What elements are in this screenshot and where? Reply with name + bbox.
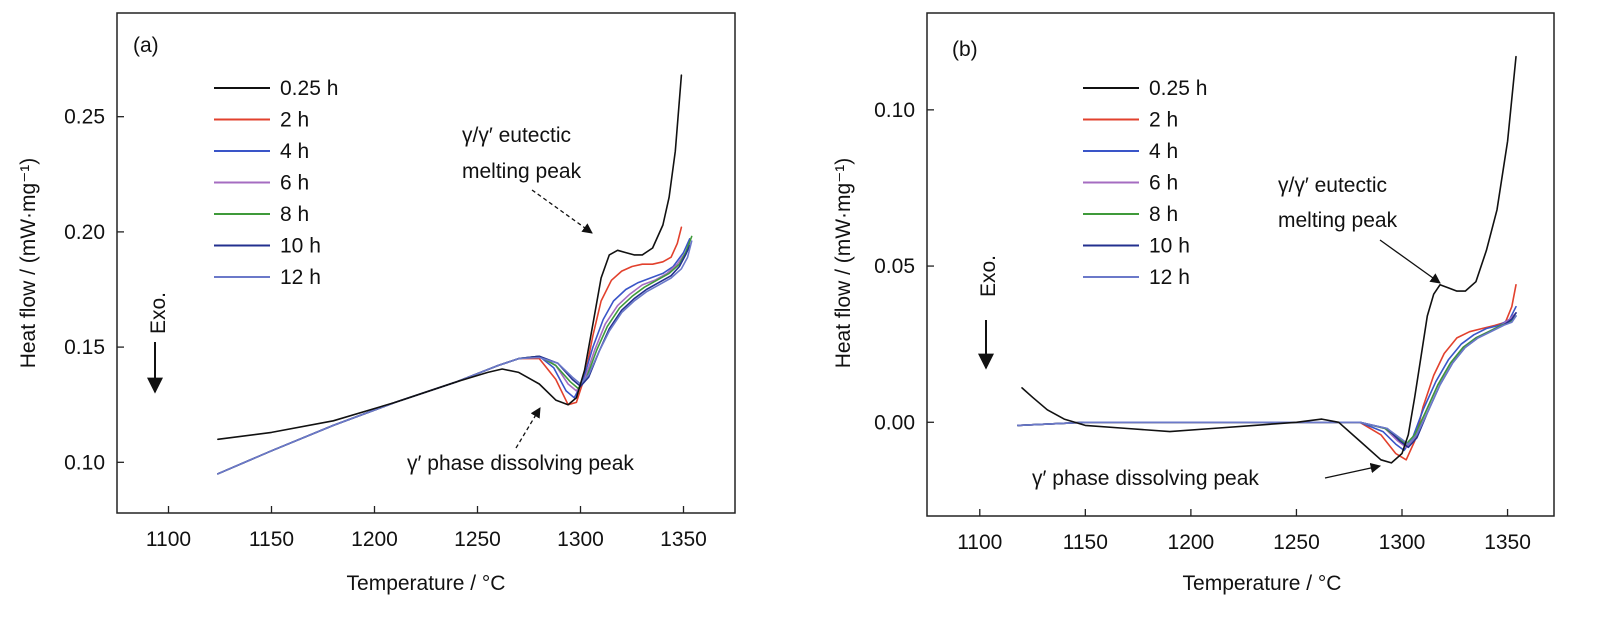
y-axis-title: Heat flow / (mW·mg⁻¹) — [17, 158, 40, 369]
legend-item: 2 h — [1083, 109, 1178, 132]
legend-label: 8 h — [280, 203, 309, 226]
annotation-dissolving-text: γ′ phase dissolving peak — [407, 452, 634, 475]
legend-item: 6 h — [1083, 172, 1178, 195]
x-tick-label: 1300 — [1379, 531, 1426, 554]
legend-item: 10 h — [1083, 235, 1190, 258]
series-lines — [217, 74, 693, 475]
x-tick-label: 1100 — [957, 531, 1002, 554]
x-tick-label: 1200 — [351, 528, 398, 551]
legend-label: 2 h — [280, 109, 309, 132]
legend-label: 0.25 h — [280, 77, 338, 100]
legend-item: 0.25 h — [214, 77, 338, 100]
y-tick-label: 0.10 — [64, 451, 105, 474]
legend: 0.25 h 2 h 4 h 6 h 8 h 10 h 12 h — [1083, 77, 1207, 289]
legend-item: 4 h — [1083, 140, 1178, 163]
x-axis: 1100 1150 1200 1250 1300 1350 — [957, 509, 1531, 554]
series-lines — [1016, 55, 1517, 464]
x-axis-title: Temperature / °C — [347, 572, 506, 595]
legend-label: 4 h — [1149, 140, 1178, 163]
legend-label: 6 h — [1149, 172, 1178, 195]
legend-label: 10 h — [1149, 235, 1190, 258]
annotation-dissolving: γ′ phase dissolving peak — [407, 407, 634, 475]
y-tick-label: 0.05 — [874, 255, 915, 278]
y-tick-label: 0.10 — [874, 99, 915, 122]
annotation-eutectic-arrow — [531, 189, 593, 234]
legend: 0.25 h 2 h 4 h 6 h 8 h 10 h 12 h — [214, 77, 338, 289]
legend-item: 12 h — [214, 266, 321, 289]
legend-label: 6 h — [280, 172, 309, 195]
legend-label: 12 h — [1149, 266, 1190, 289]
legend-label: 8 h — [1149, 203, 1178, 226]
legend-label: 10 h — [280, 235, 321, 258]
x-axis: 1100 1150 1200 1250 1300 1350 — [146, 506, 707, 551]
x-tick-label: 1100 — [146, 528, 191, 551]
annotation-dissolving-text: γ′ phase dissolving peak — [1032, 467, 1259, 490]
series-line-0-25-hh — [1021, 55, 1517, 464]
exo-indicator: Exo. — [147, 292, 170, 394]
x-tick-label: 1250 — [1273, 531, 1320, 554]
legend-label: 0.25 h — [1149, 77, 1207, 100]
x-tick-label: 1350 — [1484, 531, 1531, 554]
annotation-dissolving-arrow — [1324, 462, 1382, 479]
panel-label: (a) — [133, 34, 159, 57]
y-tick-label: 0.25 — [64, 106, 105, 129]
legend-label: 4 h — [280, 140, 309, 163]
legend-item: 2 h — [214, 109, 309, 132]
annotation-eutectic-line1: γ/γ′ eutectic — [462, 124, 571, 147]
series-line-2-hh — [217, 226, 683, 475]
y-tick-label: 0.20 — [64, 221, 105, 244]
annotation-eutectic-line2: melting peak — [462, 160, 582, 183]
legend-item: 4 h — [214, 140, 309, 163]
exo-label: Exo. — [977, 255, 1000, 297]
x-axis-title: Temperature / °C — [1183, 572, 1342, 595]
x-tick-label: 1150 — [249, 528, 294, 551]
legend-item: 0.25 h — [1083, 77, 1207, 100]
y-tick-label: 0.00 — [874, 411, 915, 434]
exo-indicator: Exo. — [977, 255, 1000, 370]
x-tick-label: 1250 — [454, 528, 501, 551]
exo-label: Exo. — [147, 292, 170, 334]
legend-item: 6 h — [214, 172, 309, 195]
annotation-dissolving: γ′ phase dissolving peak — [1032, 462, 1382, 490]
x-tick-label: 1200 — [1168, 531, 1215, 554]
legend-item: 12 h — [1083, 266, 1190, 289]
y-tick-label: 0.15 — [64, 336, 105, 359]
legend-item: 10 h — [214, 235, 321, 258]
x-tick-label: 1350 — [660, 528, 707, 551]
annotation-eutectic: γ/γ′ eutectic melting peak — [1278, 174, 1441, 284]
annotation-eutectic-arrow — [1379, 239, 1441, 284]
legend-label: 12 h — [280, 266, 321, 289]
annotation-eutectic-line1: γ/γ′ eutectic — [1278, 174, 1387, 197]
series-line-0-25-hh — [217, 74, 683, 441]
series-line-12-hh — [1016, 315, 1517, 445]
annotation-eutectic: γ/γ′ eutectic melting peak — [462, 124, 593, 234]
panel-b: 1100 1150 1200 1250 1300 1350 0.00 0.05 0.10 (b… — [832, 12, 1555, 595]
legend-item: 8 h — [214, 203, 309, 226]
plot-frame — [926, 12, 1555, 517]
annotation-eutectic-line2: melting peak — [1278, 209, 1398, 232]
y-axis: 0.00 0.05 0.10 — [874, 99, 934, 434]
x-tick-label: 1300 — [557, 528, 604, 551]
y-axis: 0.10 0.15 0.20 0.25 — [64, 106, 124, 474]
y-axis-title: Heat flow / (mW·mg⁻¹) — [832, 158, 855, 369]
legend-item: 8 h — [1083, 203, 1178, 226]
x-tick-label: 1150 — [1063, 531, 1108, 554]
panel-label: (b) — [952, 38, 978, 61]
annotation-dissolving-arrow — [515, 407, 541, 449]
panel-a: 1100 1150 1200 1250 1300 1350 0.10 0.15 0.20 0.2… — [17, 12, 736, 595]
plot-frame — [116, 12, 736, 514]
legend-label: 2 h — [1149, 109, 1178, 132]
